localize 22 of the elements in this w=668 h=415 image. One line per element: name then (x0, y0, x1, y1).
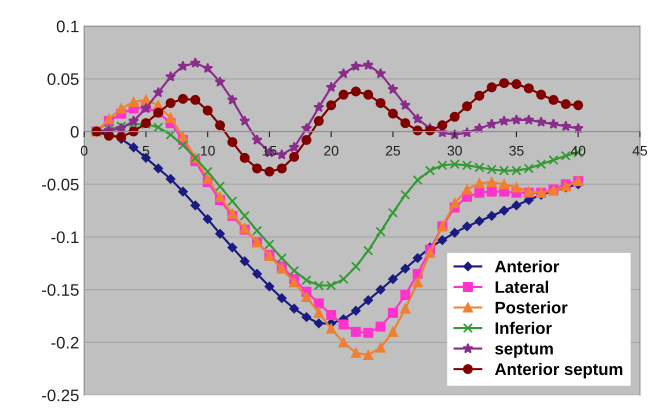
legend-label: Anterior (494, 260, 560, 272)
x-tick-label: 10 (201, 146, 215, 156)
x-tick-label: 45 (632, 146, 648, 156)
y-tick-label: -0.1 (51, 231, 78, 244)
x-tick-label: 0 (80, 146, 88, 156)
x-tick-label: 30 (447, 146, 462, 156)
legend-label: Anterior septum (494, 362, 622, 378)
legend-label: Posterior (496, 301, 568, 314)
x-tick-label: 5 (142, 146, 150, 156)
y-tick-label: 0 (70, 126, 79, 138)
x-tick-label: 35 (509, 146, 524, 156)
legend-label: Inferior (496, 322, 552, 334)
x-tick-label: 25 (386, 146, 400, 156)
x-tick-label: 20 (324, 146, 338, 156)
y-tick-label: -0.25 (42, 389, 79, 402)
legend-label: septum (495, 344, 553, 358)
y-tick-label: -0.05 (42, 178, 79, 190)
y-tick-label: 0.05 (48, 73, 79, 86)
legend-label: Lateral (496, 280, 548, 293)
y-tick-label: -0.15 (42, 284, 79, 296)
y-tick-label: 0.1 (56, 20, 78, 32)
y-tick-label: -0.2 (51, 336, 78, 349)
